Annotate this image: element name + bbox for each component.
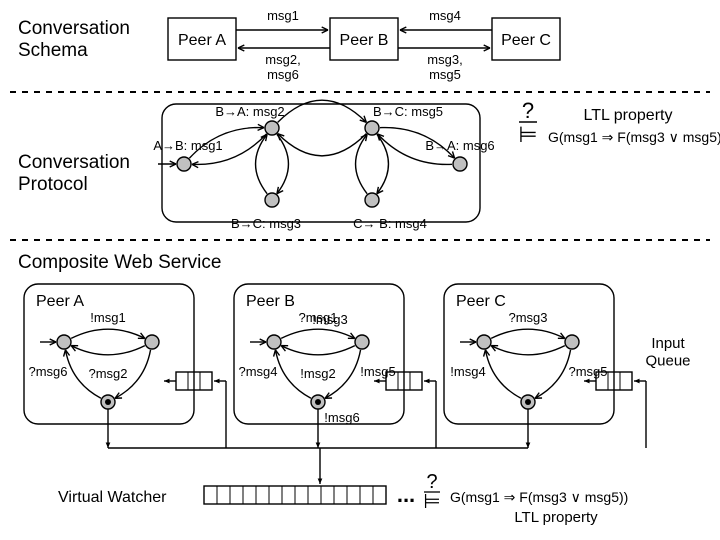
peer-c-box: Peer C xyxy=(456,293,506,310)
svg-text:B→A: msg2: B→A: msg2 xyxy=(215,104,284,119)
ltl-formula-bottom: G(msg1 ⇒ F(msg3 ∨ msg5)) xyxy=(450,489,628,505)
svg-text:msg1: msg1 xyxy=(267,8,299,23)
svg-text:!msg2: !msg2 xyxy=(300,366,335,381)
svg-text:!msg6: !msg6 xyxy=(324,410,359,425)
schema-peer-a: Peer A xyxy=(178,32,226,49)
svg-text:msg3,msg5: msg3,msg5 xyxy=(427,52,462,82)
ltl-formula: G(msg1 ⇒ F(msg3 ∨ msg5)) xyxy=(548,129,720,145)
svg-text:?msg2: ?msg2 xyxy=(88,366,127,381)
schema-peer-c: Peer C xyxy=(501,32,551,49)
svg-text:?msg6: ?msg6 xyxy=(28,364,67,379)
svg-text:B→A: msg6: B→A: msg6 xyxy=(425,138,494,153)
svg-text:?msg4: ?msg4 xyxy=(238,364,277,379)
conversation-protocol-title: ConversationProtocol xyxy=(18,152,130,195)
svg-text:LTL property: LTL property xyxy=(514,509,598,526)
svg-text:?: ? xyxy=(522,98,534,123)
svg-text:msg2,msg6: msg2,msg6 xyxy=(265,52,300,82)
input-queue-label: InputQueue xyxy=(645,335,690,369)
schema-peer-b: Peer B xyxy=(340,32,389,49)
svg-text:B→C: msg3: B→C: msg3 xyxy=(231,216,301,231)
svg-text:!msg3: !msg3 xyxy=(312,312,347,327)
svg-text:C→ B: msg4: C→ B: msg4 xyxy=(353,216,427,231)
ltl-property-label: LTL property xyxy=(584,107,673,124)
virtual-watcher-label: Virtual Watcher xyxy=(58,489,167,506)
svg-text:...: ... xyxy=(397,482,415,507)
svg-text:B→C: msg5: B→C: msg5 xyxy=(373,104,443,119)
svg-text:⊨: ⊨ xyxy=(423,491,440,513)
svg-text:⊨: ⊨ xyxy=(518,122,537,147)
peer-b-box: Peer B xyxy=(246,293,295,310)
svg-text:msg4: msg4 xyxy=(429,8,461,23)
composite-title: Composite Web Service xyxy=(18,252,221,273)
svg-text:?: ? xyxy=(426,471,437,493)
svg-text:!msg4: !msg4 xyxy=(450,364,485,379)
conversation-schema-title: ConversationSchema xyxy=(18,18,130,61)
svg-text:?msg3: ?msg3 xyxy=(508,310,547,325)
svg-text:!msg1: !msg1 xyxy=(90,310,125,325)
peer-a-box: Peer A xyxy=(36,293,84,310)
svg-text:A→B: msg1: A→B: msg1 xyxy=(153,138,222,153)
